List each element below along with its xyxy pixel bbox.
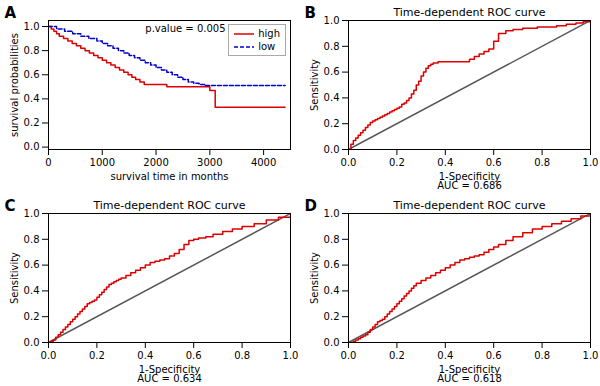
svg-text:4000: 4000 — [251, 157, 276, 168]
svg-text:0.0: 0.0 — [24, 141, 40, 152]
svg-text:Time-dependent ROC curve: Time-dependent ROC curve — [392, 199, 545, 212]
svg-text:0.4: 0.4 — [324, 285, 340, 296]
svg-text:0.8: 0.8 — [24, 45, 40, 56]
svg-text:Sensitivity: Sensitivity — [9, 252, 20, 304]
svg-text:0.2: 0.2 — [389, 157, 405, 168]
svg-text:D: D — [305, 197, 317, 215]
svg-text:1-Specificity: 1-Specificity — [438, 170, 501, 182]
svg-text:0.8: 0.8 — [534, 157, 550, 168]
svg-text:AUC = 0.634: AUC = 0.634 — [137, 373, 202, 384]
svg-text:0.4: 0.4 — [137, 350, 153, 361]
svg-text:survival time in months: survival time in months — [110, 171, 228, 182]
svg-text:0.2: 0.2 — [389, 350, 405, 361]
svg-text:3000: 3000 — [197, 157, 222, 168]
svg-text:1.0: 1.0 — [324, 208, 340, 219]
svg-text:1-Specificity: 1-Specificity — [438, 363, 501, 375]
svg-text:C: C — [5, 197, 16, 215]
svg-text:Sensitivity: Sensitivity — [309, 252, 320, 304]
svg-text:0.6: 0.6 — [486, 157, 502, 168]
svg-text:p.value = 0.005: p.value = 0.005 — [145, 23, 225, 34]
svg-text:0.0: 0.0 — [324, 337, 340, 348]
svg-text:0.6: 0.6 — [324, 259, 340, 270]
svg-text:0.4: 0.4 — [324, 92, 340, 103]
html-text:high: high — [258, 28, 280, 39]
svg-text:0.0: 0.0 — [324, 144, 340, 155]
svg-text:0.4: 0.4 — [437, 350, 453, 361]
svg-text:0.4: 0.4 — [24, 93, 40, 104]
svg-text:0: 0 — [45, 157, 51, 168]
svg-text:0.6: 0.6 — [24, 69, 40, 80]
svg-text:0.8: 0.8 — [534, 350, 550, 361]
svg-text:0.6: 0.6 — [186, 350, 202, 361]
svg-text:1.0: 1.0 — [283, 350, 299, 361]
svg-text:0.2: 0.2 — [324, 118, 340, 129]
svg-text:Time-dependent ROC curve: Time-dependent ROC curve — [92, 199, 245, 212]
svg-text:0.0: 0.0 — [41, 350, 57, 361]
svg-text:2000: 2000 — [143, 157, 168, 168]
svg-text:AUC = 0.618: AUC = 0.618 — [437, 373, 502, 384]
svg-text:0.8: 0.8 — [324, 234, 340, 245]
svg-text:0.8: 0.8 — [234, 350, 250, 361]
svg-text:0.2: 0.2 — [24, 311, 40, 322]
svg-text:0.2: 0.2 — [89, 350, 105, 361]
svg-text:1000: 1000 — [90, 157, 115, 168]
svg-text:1-Specificity: 1-Specificity — [138, 363, 201, 375]
svg-text:B: B — [305, 4, 316, 22]
svg-text:1.0: 1.0 — [24, 208, 40, 219]
svg-text:A: A — [5, 4, 17, 22]
svg-text:AUC = 0.686: AUC = 0.686 — [437, 180, 502, 191]
svg-text:0.0: 0.0 — [341, 350, 357, 361]
svg-text:1.0: 1.0 — [24, 21, 40, 32]
html-text:low: low — [258, 41, 276, 52]
svg-text:0.2: 0.2 — [324, 311, 340, 322]
svg-text:0.6: 0.6 — [24, 259, 40, 270]
svg-text:0.8: 0.8 — [24, 234, 40, 245]
svg-text:0.2: 0.2 — [24, 117, 40, 128]
svg-text:0.4: 0.4 — [437, 157, 453, 168]
svg-text:0.6: 0.6 — [324, 66, 340, 77]
svg-text:0.6: 0.6 — [486, 350, 502, 361]
svg-text:0.0: 0.0 — [24, 337, 40, 348]
svg-text:1.0: 1.0 — [583, 350, 599, 361]
svg-text:0.8: 0.8 — [324, 41, 340, 52]
svg-text:survival probabilities: survival probabilities — [9, 33, 20, 137]
svg-text:0.4: 0.4 — [24, 285, 40, 296]
svg-text:1.0: 1.0 — [324, 15, 340, 26]
svg-text:0.0: 0.0 — [341, 157, 357, 168]
svg-text:Sensitivity: Sensitivity — [309, 59, 320, 111]
svg-text:1.0: 1.0 — [583, 157, 599, 168]
svg-text:Time-dependent ROC curve: Time-dependent ROC curve — [392, 6, 545, 19]
